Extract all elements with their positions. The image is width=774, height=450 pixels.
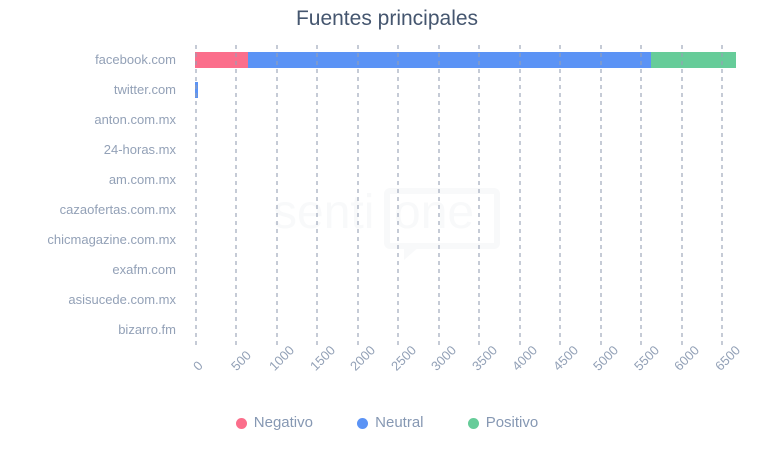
svg-text:one: one [394, 186, 474, 239]
svg-text:senti: senti [273, 186, 374, 239]
